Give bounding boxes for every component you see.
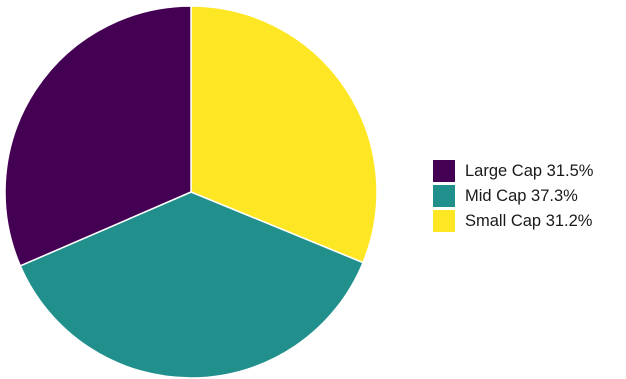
pie-slice-small-cap bbox=[190, 5, 378, 264]
legend-item-small-cap: Small Cap 31.2% bbox=[433, 210, 593, 232]
legend-label-large-cap: Large Cap 31.5% bbox=[465, 162, 594, 180]
pie-slice-mid-cap bbox=[19, 191, 364, 379]
legend-swatch-large-cap bbox=[433, 160, 455, 182]
legend-swatch-mid-cap bbox=[433, 185, 455, 207]
legend-label-small-cap: Small Cap 31.2% bbox=[465, 212, 593, 230]
legend-item-mid-cap: Mid Cap 37.3% bbox=[433, 185, 578, 207]
legend-item-large-cap: Large Cap 31.5% bbox=[433, 160, 594, 182]
legend-swatch-small-cap bbox=[433, 210, 455, 232]
legend-label-mid-cap: Mid Cap 37.3% bbox=[465, 187, 578, 205]
pie-slices bbox=[4, 5, 378, 379]
legend: Large Cap 31.5% Mid Cap 37.3% Small Cap 31… bbox=[433, 160, 594, 232]
pie-slice-large-cap bbox=[4, 5, 192, 267]
